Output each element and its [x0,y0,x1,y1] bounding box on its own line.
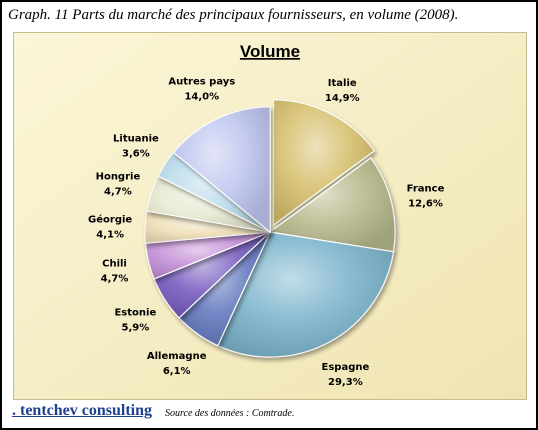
slice-value-label: 6,1% [163,366,191,377]
slice-category-label: Allemagne [147,351,207,362]
pie-slice-italie [273,99,376,227]
slice-label-autres-pays: Autres pays 14,0% [168,76,235,102]
pie-slice-sheen-lituanie [158,152,270,232]
slice-label-lituanie: Lituanie 3,6% [113,134,159,160]
pie-slice-espagne [217,231,395,358]
slice-label-hongrie: Hongrie 4,7% [96,171,141,197]
slice-category-label: Chili [102,259,127,270]
slice-label-chili: Chili 4,7% [101,259,129,285]
slice-category-label: Hongrie [96,171,141,182]
slice-category-label: Autres pays [168,76,235,87]
slice-label-espagne: Espagne 29,3% [322,362,370,388]
slice-category-label: Italie [328,78,357,89]
slice-value-label: 5,9% [121,322,149,333]
pie-slice-sheen-autres-pays [173,107,270,232]
pie-slice-sheen-georgie [145,211,270,244]
slice-label-allemagne: Allemagne 6,1% [147,351,207,377]
slice-value-label: 3,6% [122,149,150,160]
pie-slice-sheen-espagne [217,232,394,358]
pie-chart-svg: Volume Italie 14,9% France 12,6% Espagne 29,3… [13,32,527,400]
slice-value-label: 14,0% [184,91,219,102]
pie-slice-sheen-france [270,157,395,252]
slice-category-label: France [407,183,445,194]
pie-slice-sheen-italie [273,99,375,225]
slice-label-georgie: Géorgie 4,1% [88,214,132,241]
pie-labels: Italie 14,9% France 12,6% Espagne 29,3% Allema… [88,76,445,388]
slice-value-label: 29,3% [328,377,363,388]
pie-slice-autres-pays [172,106,271,234]
slice-category-label: Lituanie [113,134,159,145]
slice-value-label: 4,7% [104,186,132,197]
slice-category-label: Espagne [322,362,370,373]
figure-caption: Graph. 11 Parts du marché des principaux… [8,7,459,23]
slice-value-label: 4,1% [96,230,124,241]
pie-slice-sheen-chili [145,232,270,279]
chart-title: Volume [240,42,300,61]
slice-label-france: France 12,6% [407,183,445,209]
slice-label-italie: Italie 14,9% [325,78,360,104]
pie-slice-france [268,157,396,253]
slice-value-label: 14,9% [325,93,360,104]
pie-slice-sheen-hongrie [146,176,270,232]
slice-category-label: Estonie [114,307,156,318]
source-note: Source des données : Comtrade. [165,408,295,419]
slice-value-label: 4,7% [101,274,129,285]
slice-value-label: 12,6% [408,198,443,209]
pie-slice-sheen-estonie [154,232,270,318]
slice-category-label: Géorgie [88,214,132,226]
brand-footer: . tentchev consulting [12,402,152,419]
pie-slices [144,99,396,358]
pie-slice-sheen-allemagne [179,232,270,346]
slice-label-estonie: Estonie 5,9% [114,307,156,333]
pie-chart: Volume Italie 14,9% France 12,6% Espagne 29,3… [13,32,527,400]
